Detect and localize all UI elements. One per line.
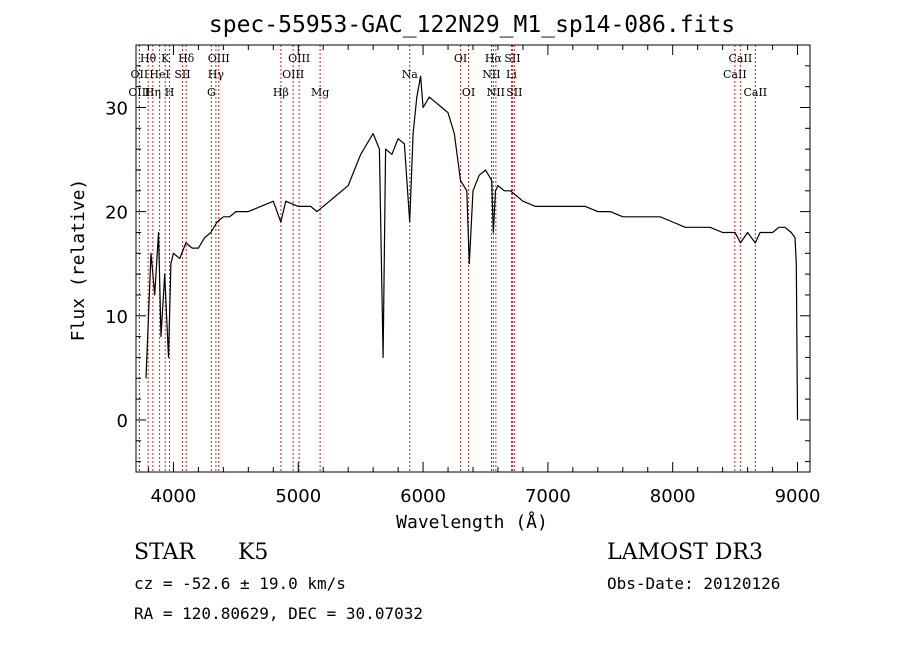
- chart-title: spec-55953-GAC_122N29_M1_sp14-086.fits: [209, 12, 735, 38]
- x-tick-label: 9000: [775, 486, 821, 507]
- spectral-line-labels: Hθ Hη OII OIII HeI K H SII Hδ G Hγ OIII Hβ OIII OIII Mg…: [128, 52, 767, 99]
- spectral-line-label: HeI: [149, 68, 169, 81]
- redshift-text: cz = -52.6 ± 19.0 km/s: [134, 574, 346, 593]
- spectral-line-label: Hθ: [140, 52, 157, 65]
- object-subclass: K5: [238, 540, 269, 565]
- y-tick-label: 10: [105, 307, 128, 328]
- spectral-line-label: H: [165, 86, 175, 99]
- spectral-line-label: OIII: [288, 52, 310, 65]
- plot-frame: [135, 44, 811, 473]
- spectral-line-label: Hα: [485, 52, 503, 65]
- y-tick-label: 20: [105, 203, 128, 224]
- spectral-line-label: G: [207, 86, 216, 99]
- spectral-line-label: CaII: [743, 86, 767, 99]
- spectral-line-label: OII: [131, 68, 149, 81]
- x-axis-label: Wavelength (Å): [396, 511, 548, 533]
- x-tick-label: 7000: [525, 486, 571, 507]
- x-tick-label: 6000: [400, 486, 446, 507]
- spectral-line-label: CaII: [723, 68, 747, 81]
- spectral-line-label: Hη: [145, 86, 161, 99]
- y-tick-label: 30: [105, 98, 128, 119]
- spectral-line-label: CaII: [729, 52, 753, 65]
- spectral-line-label: Na: [402, 68, 419, 81]
- spectral-line-label: OIII: [282, 68, 304, 81]
- spectral-line-label: OI: [454, 52, 467, 65]
- spectral-line-markers: [138, 45, 756, 472]
- spectral-line-label: NII: [487, 86, 505, 99]
- x-tick-label: 5000: [275, 486, 321, 507]
- spectral-line-label: SII: [506, 86, 522, 99]
- x-axis-ticks: 4000 5000 6000 7000 8000 9000: [147, 45, 821, 507]
- y-axis-ticks: 0 10 20 30: [105, 65, 810, 463]
- object-class: STAR: [134, 540, 195, 565]
- spectral-line-label: NII: [482, 68, 500, 81]
- spectral-line-label: OIII: [208, 52, 230, 65]
- spectral-line-label: OI: [462, 86, 475, 99]
- survey-name: LAMOST DR3: [607, 540, 763, 565]
- spectral-line-label: K: [161, 52, 170, 65]
- spectral-line-label: SII: [504, 52, 520, 65]
- y-tick-label: 0: [117, 411, 128, 432]
- spectral-line-label: Hδ: [178, 52, 195, 65]
- spectrum-series-line: [145, 75, 799, 420]
- spectral-line-label: Mg: [311, 86, 329, 99]
- spectral-line-label: Hβ: [273, 86, 289, 99]
- spectral-line-label: Li: [506, 68, 517, 81]
- obs-date: Obs-Date: 20120126: [607, 574, 781, 593]
- spectral-line-label: SII: [174, 68, 190, 81]
- spectral-line-label: Hγ: [208, 68, 225, 81]
- y-axis-label: Flux (relative): [68, 179, 89, 342]
- spectral-line-label: OIII: [128, 86, 150, 99]
- x-tick-label: 8000: [650, 486, 696, 507]
- coordinates-text: RA = 120.80629, DEC = 30.07032: [134, 604, 423, 623]
- x-tick-label: 4000: [151, 486, 197, 507]
